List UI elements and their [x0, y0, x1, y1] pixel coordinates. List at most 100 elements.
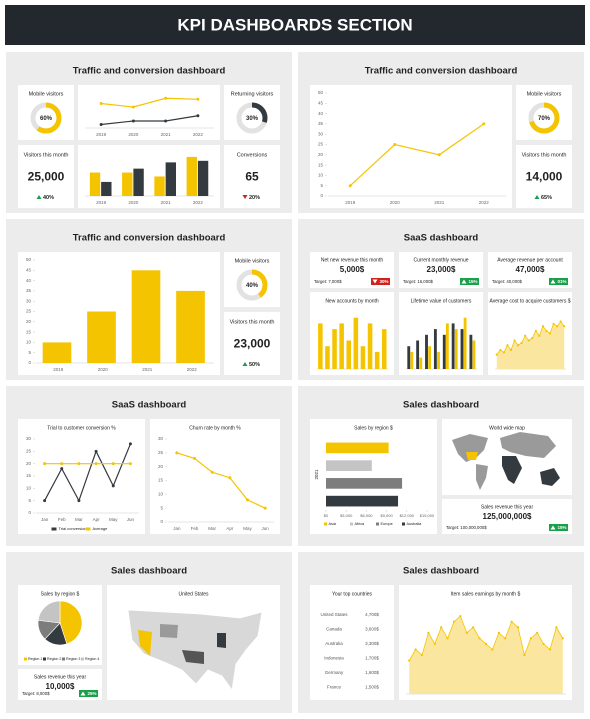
kpi-change: 40% — [43, 195, 54, 201]
y-tick-label: 5 — [28, 350, 31, 355]
bar — [176, 290, 205, 363]
point — [534, 329, 537, 333]
point — [196, 97, 200, 101]
bar — [416, 340, 420, 369]
bar — [186, 156, 197, 196]
bar — [367, 323, 373, 369]
point — [561, 637, 564, 640]
point — [536, 631, 539, 634]
y-tick-label: 30 — [158, 436, 164, 441]
kpi-value: 47,000$ — [516, 265, 545, 274]
card — [224, 312, 280, 375]
x-tick-label: 2022 — [193, 132, 204, 137]
bar — [460, 329, 464, 369]
point — [504, 637, 507, 640]
y-tick-label: 0 — [28, 360, 31, 365]
bar — [419, 357, 423, 369]
kpi-badge — [549, 278, 568, 285]
chart-title: Lifetime value of customers — [411, 298, 472, 304]
state-yellow — [138, 630, 152, 656]
point — [472, 626, 475, 629]
point — [210, 470, 214, 474]
y-tick-label: 0 — [320, 193, 323, 198]
point — [228, 476, 232, 480]
kpi-badge — [460, 278, 479, 285]
map-title: United States — [178, 591, 209, 597]
legend-label: Region 2 — [47, 657, 61, 661]
point — [43, 499, 47, 503]
point — [128, 462, 132, 466]
donut-label: Mobile visitors — [235, 258, 270, 264]
point — [516, 344, 520, 347]
trend-arrow — [534, 195, 540, 199]
card — [516, 145, 572, 208]
point — [541, 325, 545, 328]
y-tick-label: 50 — [26, 257, 32, 262]
x-tick-label: May — [109, 517, 118, 522]
north-america — [452, 434, 488, 462]
legend-swatch — [43, 657, 46, 661]
panel-title: SaaS dashboard — [112, 400, 187, 411]
card — [150, 419, 280, 534]
country-value: 3,300$ — [365, 641, 379, 646]
x-tick-label: Mar — [208, 526, 216, 531]
kpi-label: Sales revenue this year — [34, 674, 87, 680]
x-tick-label: 2022 — [479, 200, 490, 205]
trend-arrow — [550, 279, 556, 284]
x-tick-label: 2022 — [193, 200, 204, 205]
point — [510, 620, 513, 623]
point — [77, 499, 81, 503]
legend-label: Region 3 — [66, 657, 80, 661]
series-line — [101, 115, 198, 126]
panel-title: Sales dashboard — [403, 566, 479, 577]
trend-arrow — [80, 691, 86, 696]
x-tick-label: $15,000 — [420, 513, 435, 518]
country-name: Australia — [325, 641, 343, 646]
x-tick-label: $9,000 — [380, 513, 393, 518]
point — [524, 334, 527, 337]
country-value: 1,700$ — [365, 656, 379, 661]
donut-value: 30% — [246, 116, 259, 122]
point — [552, 322, 555, 325]
donut-value: 70% — [538, 116, 551, 122]
y-tick-label: 5 — [28, 498, 31, 503]
x-tick-label: May — [243, 526, 252, 531]
bar — [42, 342, 72, 363]
x-tick-label: 2019 — [53, 367, 64, 372]
card — [310, 85, 512, 208]
table-title: Your top countries — [332, 591, 373, 597]
x-tick-label: $12,000 — [400, 513, 415, 518]
point — [516, 626, 520, 629]
bar — [428, 346, 432, 369]
kpi-change: 30% — [379, 279, 388, 284]
x-tick-label: 2020 — [390, 200, 401, 205]
point — [131, 119, 135, 123]
card — [310, 585, 394, 700]
point — [513, 339, 516, 342]
trend-arrow — [550, 525, 556, 530]
bar — [318, 323, 323, 369]
legend-label: Region 1 — [28, 657, 42, 661]
point — [433, 642, 436, 646]
point — [111, 462, 115, 466]
point — [111, 484, 115, 488]
x-tick-label: Feb — [58, 517, 66, 522]
x-tick-label: 2019 — [96, 200, 107, 205]
x-tick-label: 2021 — [161, 132, 172, 137]
point — [393, 143, 397, 146]
kpi-change: 20% — [249, 195, 260, 201]
kpi-target: Target: 7,000$ — [314, 279, 342, 284]
bar — [425, 334, 428, 369]
donut-label: Returning visitors — [231, 91, 274, 97]
country-name: Germany — [325, 670, 344, 675]
bar — [326, 442, 389, 454]
country-value: 4,700$ — [365, 612, 379, 617]
kpi-label: Sales revenue this year — [481, 504, 534, 510]
state-dark-2 — [182, 650, 204, 664]
x-tick-label: 2021 — [142, 367, 153, 372]
point — [164, 119, 168, 123]
y-tick-label: 0 — [160, 519, 163, 524]
x-tick-label: 2020 — [128, 132, 139, 137]
trend-arrow — [242, 362, 248, 366]
